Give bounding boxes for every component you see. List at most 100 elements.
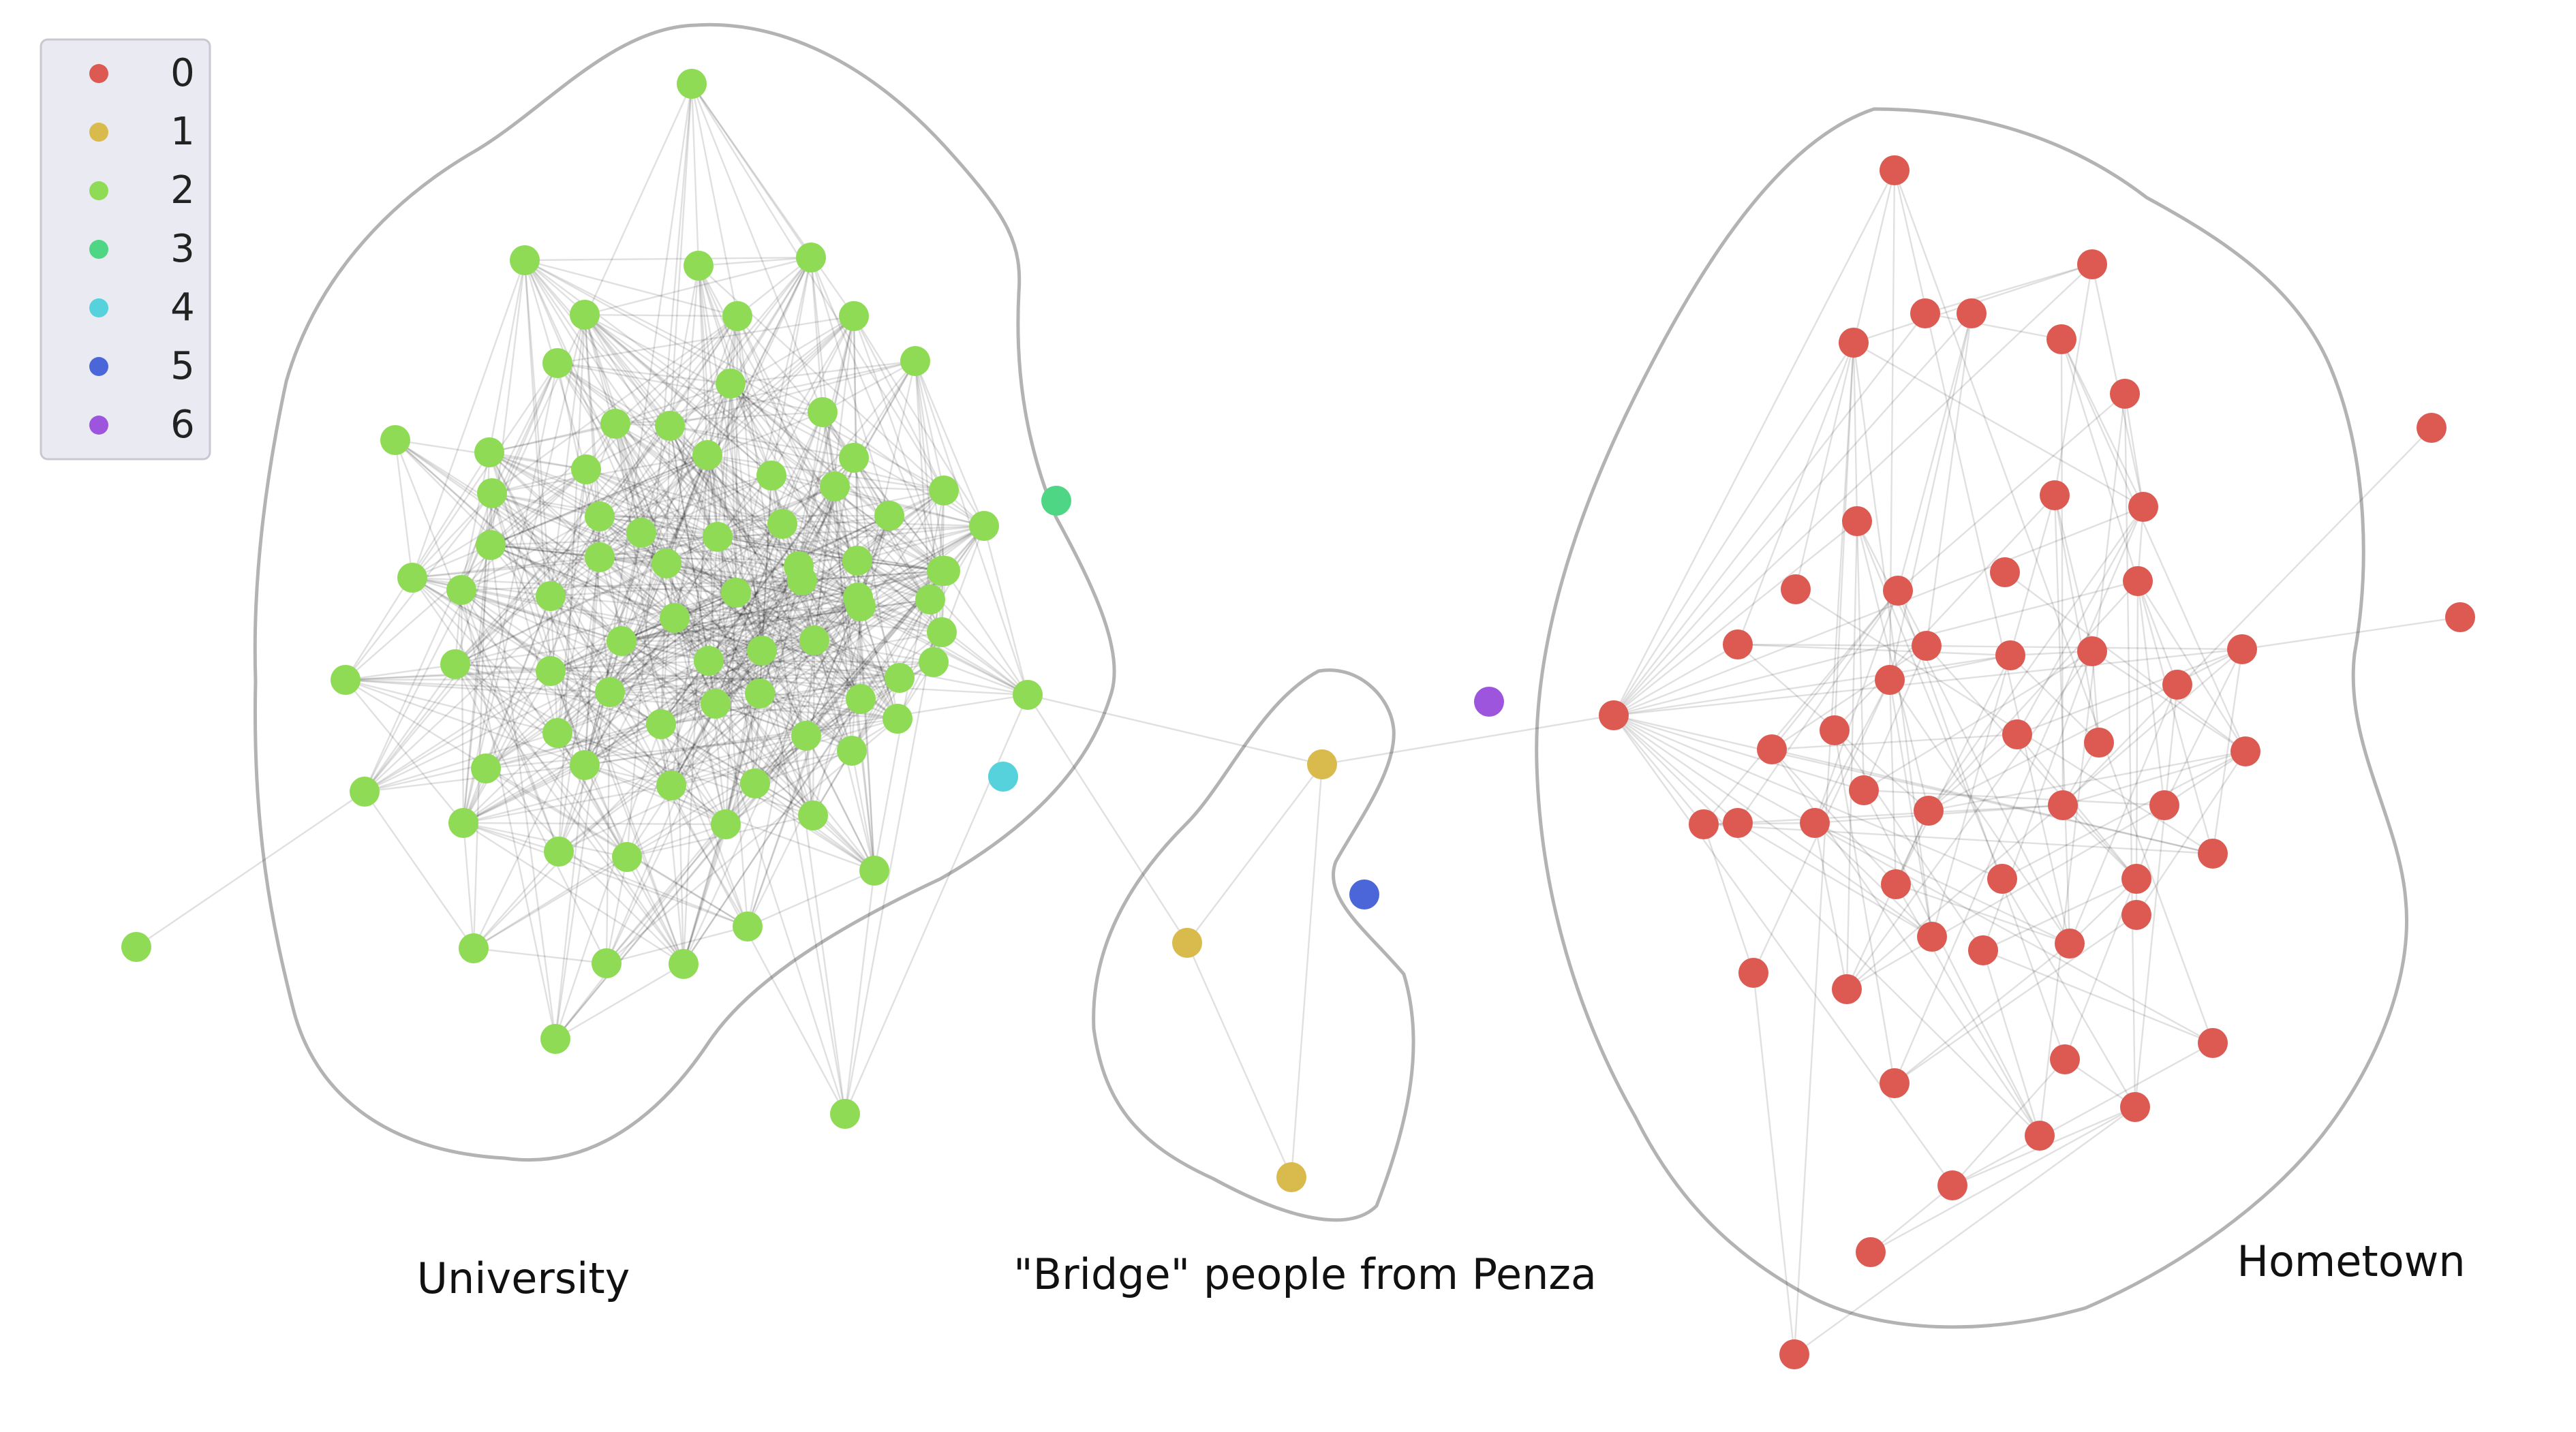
edge [844, 694, 1029, 1115]
edge [364, 532, 642, 792]
edge [641, 315, 855, 533]
edge [1793, 342, 1855, 1355]
node-community-2 [542, 348, 572, 378]
edge [345, 679, 611, 694]
edge [463, 822, 684, 965]
edge [1186, 942, 1293, 1178]
edge [489, 544, 557, 1040]
edge [491, 492, 600, 518]
edge [708, 490, 945, 661]
edge [1895, 883, 2070, 945]
edge [716, 536, 853, 751]
edge [698, 256, 812, 267]
edge [1870, 1185, 1953, 1253]
edge [1928, 580, 2138, 811]
edge [461, 589, 622, 642]
edge [914, 360, 947, 572]
edge [805, 735, 876, 871]
edge [2060, 339, 2247, 752]
edge [462, 595, 552, 824]
node-community-0 [1832, 974, 1862, 1004]
edge [609, 691, 761, 695]
edge [1612, 342, 1855, 716]
edge [805, 597, 859, 736]
edge [463, 822, 748, 928]
edge [583, 314, 601, 517]
edge [690, 83, 824, 413]
node-community-0 [1738, 958, 1768, 988]
node-community-0 [2230, 736, 2260, 766]
edge [609, 649, 763, 694]
edge [491, 493, 586, 766]
edge [550, 595, 726, 825]
edge [585, 468, 858, 562]
edge [724, 640, 816, 825]
edge [1846, 804, 2165, 991]
edge [1931, 495, 2056, 937]
legend-marker-1 [89, 123, 108, 142]
edge [1813, 822, 1848, 990]
edge [834, 485, 945, 492]
node-community-1 [1276, 1162, 1306, 1192]
edge [1894, 943, 2070, 1084]
edge [621, 523, 783, 642]
edge [609, 691, 749, 927]
edge [660, 563, 668, 725]
edge [490, 544, 675, 619]
edge [1893, 170, 2214, 1044]
edge [485, 617, 675, 769]
node-community-0 [1842, 506, 1872, 536]
edge [717, 525, 985, 538]
edge [853, 315, 947, 572]
edge [557, 592, 737, 734]
edge [609, 457, 855, 693]
edge [1813, 590, 1899, 824]
node-community-0 [2198, 1028, 2228, 1058]
edge [812, 515, 891, 816]
node-community-2 [798, 800, 828, 830]
edge [801, 580, 862, 700]
edge [1027, 694, 1323, 766]
edge [2060, 339, 2139, 582]
node-community-2 [536, 581, 566, 611]
edge [490, 423, 616, 546]
edge [736, 315, 862, 607]
edge [707, 454, 799, 567]
edge [345, 469, 587, 681]
edge [490, 544, 611, 693]
edge [605, 691, 611, 964]
edge [715, 490, 945, 704]
edge [690, 83, 945, 491]
legend-item-6: 6 [89, 403, 195, 447]
edge [857, 525, 985, 562]
edge [810, 257, 824, 413]
edge [609, 631, 942, 694]
edge [671, 717, 898, 787]
edge [615, 423, 859, 598]
edge [1853, 341, 2144, 508]
edge [660, 723, 749, 927]
legend-label-6: 6 [170, 403, 195, 447]
edge [585, 315, 738, 470]
edge [708, 580, 803, 661]
edge [490, 544, 716, 704]
node-community-2 [787, 565, 817, 595]
edge [714, 523, 784, 704]
edge [599, 516, 853, 751]
node-community-2 [570, 750, 600, 780]
node-community-2 [677, 69, 707, 99]
node-community-2 [733, 912, 763, 941]
edge [914, 360, 945, 491]
edge [524, 260, 772, 476]
edge [737, 315, 946, 572]
edge [735, 257, 812, 593]
edge [462, 544, 492, 824]
node-community-0 [1599, 700, 1629, 730]
edge [801, 570, 946, 582]
node-community-2 [915, 585, 945, 614]
edge [1613, 714, 1865, 792]
edge [1613, 580, 2138, 717]
edge [1845, 810, 1930, 990]
edge [490, 544, 898, 720]
edge [1613, 643, 1738, 717]
